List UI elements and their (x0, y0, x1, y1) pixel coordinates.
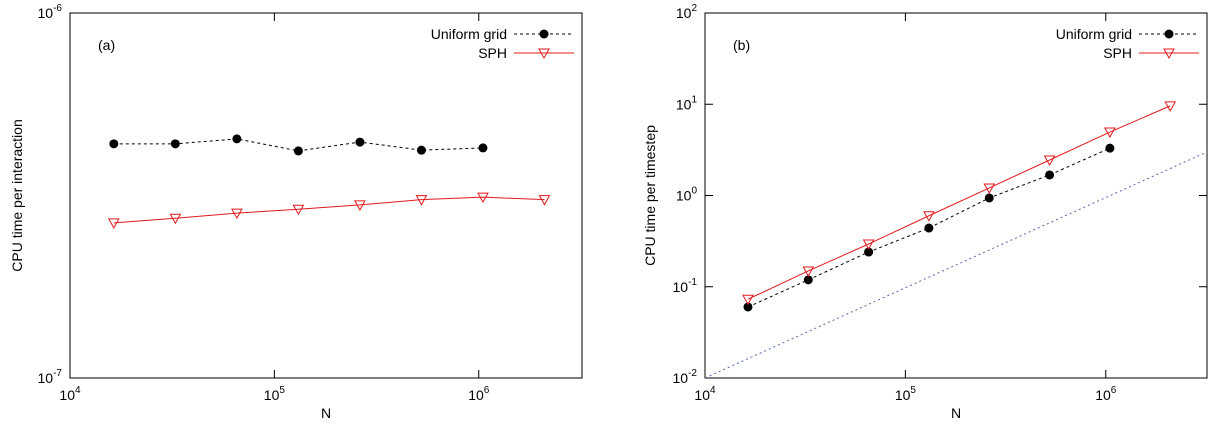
tick-exponent: 2 (691, 3, 697, 14)
point (293, 146, 303, 156)
point (354, 200, 366, 211)
tick-exponent: 5 (910, 385, 916, 396)
point (742, 294, 754, 306)
point (1104, 127, 1116, 139)
point (477, 192, 489, 204)
tick-base: 10 (673, 279, 689, 295)
tick-label: 101 (676, 94, 698, 112)
point (803, 275, 813, 285)
point (109, 139, 119, 149)
reference-line (704, 151, 1208, 379)
tick-exponent: -1 (688, 277, 697, 288)
point (984, 193, 994, 203)
tick-label: 10-7 (38, 368, 63, 386)
tick-label: 104 (694, 385, 716, 403)
tick-base: 10 (468, 387, 484, 403)
tick-exponent: 4 (75, 385, 81, 396)
tick-exponent: -6 (53, 3, 62, 14)
point (232, 134, 242, 144)
series-line (113, 196, 545, 224)
x-axis-label: N (951, 405, 961, 421)
tick-label: 100 (676, 186, 698, 204)
point (355, 137, 365, 147)
tick-exponent: 1 (691, 94, 697, 105)
x-axis-label: N (321, 405, 331, 421)
legend-marker (538, 48, 550, 60)
point (1045, 170, 1055, 180)
panel-label: (b) (733, 37, 750, 53)
tick-label: 102 (676, 3, 698, 21)
legend-label: Uniform grid (1056, 26, 1132, 42)
point (292, 204, 305, 216)
tick-exponent: -2 (688, 368, 697, 379)
legend-marker (539, 29, 549, 39)
plot-frame (69, 12, 583, 379)
tick-exponent: 4 (710, 385, 716, 396)
legend-label: SPH (1103, 45, 1132, 61)
tick-base: 10 (38, 5, 54, 21)
tick-exponent: 5 (279, 385, 285, 396)
tick-base: 10 (264, 387, 280, 403)
tick-base: 10 (895, 387, 911, 403)
tick-exponent: 0 (691, 186, 697, 197)
legend-marker (1163, 48, 1175, 60)
point (416, 145, 426, 155)
tick-base: 10 (38, 370, 54, 386)
series-line (747, 105, 1171, 300)
tick-exponent: 6 (1111, 385, 1117, 396)
point (864, 247, 874, 257)
tick-exponent: 6 (484, 385, 490, 396)
point (538, 195, 551, 206)
point (1105, 143, 1115, 153)
tick-label: 106 (1095, 385, 1117, 403)
tick-exponent: -7 (53, 368, 62, 379)
tick-base: 10 (694, 387, 710, 403)
point (231, 208, 243, 220)
tick-base: 10 (59, 387, 75, 403)
point (862, 239, 875, 251)
tick-base: 10 (676, 5, 692, 21)
y-axis-label: CPU time per timestep (642, 125, 658, 266)
point (743, 302, 753, 312)
tick-label: 106 (468, 385, 490, 403)
tick-label: 105 (895, 385, 917, 403)
y-axis-label: CPU time per interaction (9, 119, 25, 272)
point (478, 143, 488, 153)
tick-base: 10 (676, 188, 692, 204)
point (170, 139, 180, 149)
point (415, 195, 428, 206)
tick-base: 10 (1095, 387, 1111, 403)
panel-label: (a) (98, 37, 115, 53)
point (107, 218, 120, 229)
tick-label: 10-1 (673, 277, 698, 295)
tick-label: 10-2 (673, 368, 698, 386)
tick-label: 104 (59, 385, 81, 403)
point (802, 266, 815, 277)
point (924, 223, 934, 233)
legend-label: SPH (478, 45, 507, 61)
tick-label: 105 (264, 385, 286, 403)
plot-frame (704, 12, 1208, 379)
point (983, 183, 996, 194)
legend-label: Uniform grid (431, 26, 507, 42)
point (169, 213, 182, 225)
legend-marker (1164, 29, 1174, 39)
tick-label: 10-6 (38, 3, 63, 21)
tick-base: 10 (673, 370, 689, 386)
point (923, 211, 935, 222)
tick-base: 10 (676, 96, 692, 112)
point (1043, 155, 1056, 167)
point (1164, 101, 1177, 112)
